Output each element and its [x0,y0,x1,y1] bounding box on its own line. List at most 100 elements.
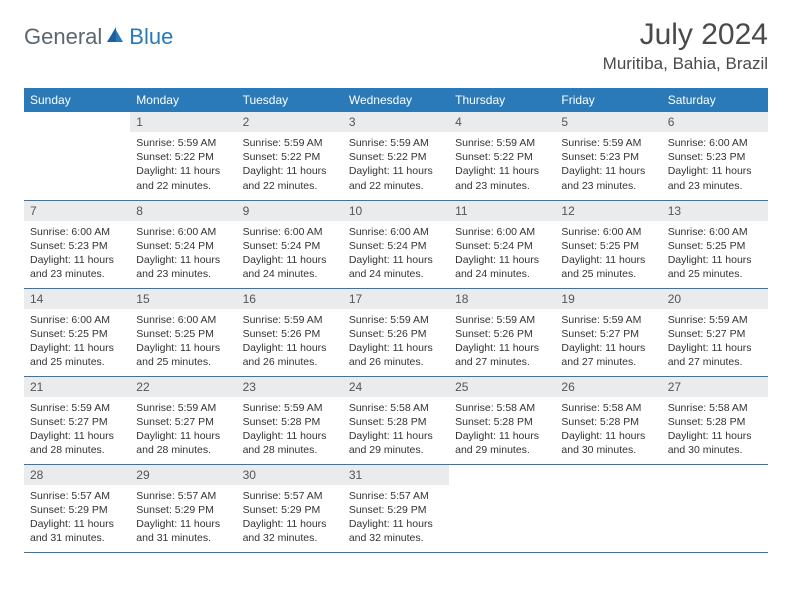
daylight-text: Daylight: 11 hours and 25 minutes. [668,253,762,281]
day-number: 27 [662,377,768,397]
daylight-text: Daylight: 11 hours and 28 minutes. [243,429,337,457]
weekday-header: Sunday [24,88,130,112]
sunrise-text: Sunrise: 5:58 AM [455,401,549,415]
calendar-day-cell: 1Sunrise: 5:59 AMSunset: 5:22 PMDaylight… [130,112,236,200]
day-number: 4 [449,112,555,132]
day-details: Sunrise: 6:00 AMSunset: 5:25 PMDaylight:… [555,221,661,288]
calendar-day-cell: 11Sunrise: 6:00 AMSunset: 5:24 PMDayligh… [449,200,555,288]
calendar-day-cell: 4Sunrise: 5:59 AMSunset: 5:22 PMDaylight… [449,112,555,200]
day-number: 1 [130,112,236,132]
day-number: 30 [237,465,343,485]
calendar-day-cell: 30Sunrise: 5:57 AMSunset: 5:29 PMDayligh… [237,464,343,552]
day-details: Sunrise: 5:57 AMSunset: 5:29 PMDaylight:… [24,485,130,552]
sunrise-text: Sunrise: 6:00 AM [136,225,230,239]
day-details: Sunrise: 5:57 AMSunset: 5:29 PMDaylight:… [343,485,449,552]
calendar-day-cell: 22Sunrise: 5:59 AMSunset: 5:27 PMDayligh… [130,376,236,464]
sunset-text: Sunset: 5:27 PM [668,327,762,341]
sunset-text: Sunset: 5:23 PM [561,150,655,164]
daylight-text: Daylight: 11 hours and 23 minutes. [30,253,124,281]
day-number: 8 [130,201,236,221]
weekday-header: Tuesday [237,88,343,112]
daylight-text: Daylight: 11 hours and 32 minutes. [349,517,443,545]
sunset-text: Sunset: 5:28 PM [668,415,762,429]
sunset-text: Sunset: 5:27 PM [561,327,655,341]
sunset-text: Sunset: 5:27 PM [136,415,230,429]
calendar-day-cell: 17Sunrise: 5:59 AMSunset: 5:26 PMDayligh… [343,288,449,376]
daylight-text: Daylight: 11 hours and 25 minutes. [30,341,124,369]
daylight-text: Daylight: 11 hours and 28 minutes. [136,429,230,457]
sunset-text: Sunset: 5:26 PM [243,327,337,341]
calendar-day-cell: 5Sunrise: 5:59 AMSunset: 5:23 PMDaylight… [555,112,661,200]
day-number: 12 [555,201,661,221]
sunrise-text: Sunrise: 5:59 AM [561,136,655,150]
day-number: 26 [555,377,661,397]
calendar-day-cell: 27Sunrise: 5:58 AMSunset: 5:28 PMDayligh… [662,376,768,464]
calendar-body: 1Sunrise: 5:59 AMSunset: 5:22 PMDaylight… [24,112,768,552]
day-details: Sunrise: 5:59 AMSunset: 5:22 PMDaylight:… [343,132,449,199]
calendar-day-cell: 15Sunrise: 6:00 AMSunset: 5:25 PMDayligh… [130,288,236,376]
sunrise-text: Sunrise: 6:00 AM [668,225,762,239]
day-number: 5 [555,112,661,132]
day-number: 24 [343,377,449,397]
day-details: Sunrise: 5:59 AMSunset: 5:22 PMDaylight:… [130,132,236,199]
day-details: Sunrise: 5:59 AMSunset: 5:22 PMDaylight:… [449,132,555,199]
day-details: Sunrise: 5:57 AMSunset: 5:29 PMDaylight:… [237,485,343,552]
calendar-day-cell: 2Sunrise: 5:59 AMSunset: 5:22 PMDaylight… [237,112,343,200]
calendar-day-cell: 13Sunrise: 6:00 AMSunset: 5:25 PMDayligh… [662,200,768,288]
calendar-day-cell: 31Sunrise: 5:57 AMSunset: 5:29 PMDayligh… [343,464,449,552]
calendar-day-cell [449,464,555,552]
day-number: 19 [555,289,661,309]
day-number: 14 [24,289,130,309]
sunrise-text: Sunrise: 5:59 AM [668,313,762,327]
day-details: Sunrise: 6:00 AMSunset: 5:24 PMDaylight:… [449,221,555,288]
day-details: Sunrise: 6:00 AMSunset: 5:25 PMDaylight:… [24,309,130,376]
sunset-text: Sunset: 5:24 PM [136,239,230,253]
sunset-text: Sunset: 5:25 PM [30,327,124,341]
day-details: Sunrise: 5:59 AMSunset: 5:27 PMDaylight:… [130,397,236,464]
calendar-day-cell: 21Sunrise: 5:59 AMSunset: 5:27 PMDayligh… [24,376,130,464]
brand-text-general: General [24,24,102,50]
daylight-text: Daylight: 11 hours and 27 minutes. [668,341,762,369]
location-subtitle: Muritiba, Bahia, Brazil [603,54,768,74]
daylight-text: Daylight: 11 hours and 31 minutes. [136,517,230,545]
sunset-text: Sunset: 5:24 PM [243,239,337,253]
day-number: 20 [662,289,768,309]
day-details: Sunrise: 5:58 AMSunset: 5:28 PMDaylight:… [555,397,661,464]
sunrise-text: Sunrise: 5:59 AM [349,136,443,150]
day-details: Sunrise: 5:59 AMSunset: 5:27 PMDaylight:… [662,309,768,376]
page-header: General Blue July 2024 Muritiba, Bahia, … [24,18,768,74]
sunrise-text: Sunrise: 5:57 AM [30,489,124,503]
day-number: 22 [130,377,236,397]
sunset-text: Sunset: 5:25 PM [561,239,655,253]
day-details: Sunrise: 6:00 AMSunset: 5:23 PMDaylight:… [662,132,768,199]
day-details: Sunrise: 5:59 AMSunset: 5:26 PMDaylight:… [449,309,555,376]
day-details: Sunrise: 5:59 AMSunset: 5:26 PMDaylight:… [237,309,343,376]
day-details: Sunrise: 5:58 AMSunset: 5:28 PMDaylight:… [662,397,768,464]
day-number: 3 [343,112,449,132]
calendar-day-cell: 20Sunrise: 5:59 AMSunset: 5:27 PMDayligh… [662,288,768,376]
day-number: 17 [343,289,449,309]
brand-sail-icon [105,25,125,50]
daylight-text: Daylight: 11 hours and 30 minutes. [668,429,762,457]
sunrise-text: Sunrise: 6:00 AM [30,225,124,239]
weekday-header: Thursday [449,88,555,112]
sunrise-text: Sunrise: 5:57 AM [243,489,337,503]
sunrise-text: Sunrise: 5:59 AM [349,313,443,327]
sunset-text: Sunset: 5:28 PM [455,415,549,429]
calendar-week-row: 14Sunrise: 6:00 AMSunset: 5:25 PMDayligh… [24,288,768,376]
sunrise-text: Sunrise: 5:59 AM [30,401,124,415]
sunrise-text: Sunrise: 6:00 AM [243,225,337,239]
day-details: Sunrise: 5:59 AMSunset: 5:23 PMDaylight:… [555,132,661,199]
day-number: 15 [130,289,236,309]
daylight-text: Daylight: 11 hours and 31 minutes. [30,517,124,545]
day-number: 2 [237,112,343,132]
day-number: 10 [343,201,449,221]
sunset-text: Sunset: 5:27 PM [30,415,124,429]
day-details: Sunrise: 5:59 AMSunset: 5:27 PMDaylight:… [555,309,661,376]
daylight-text: Daylight: 11 hours and 27 minutes. [455,341,549,369]
day-number: 31 [343,465,449,485]
calendar-week-row: 21Sunrise: 5:59 AMSunset: 5:27 PMDayligh… [24,376,768,464]
sunrise-text: Sunrise: 5:59 AM [243,313,337,327]
sunrise-text: Sunrise: 6:00 AM [668,136,762,150]
title-block: July 2024 Muritiba, Bahia, Brazil [603,18,768,74]
